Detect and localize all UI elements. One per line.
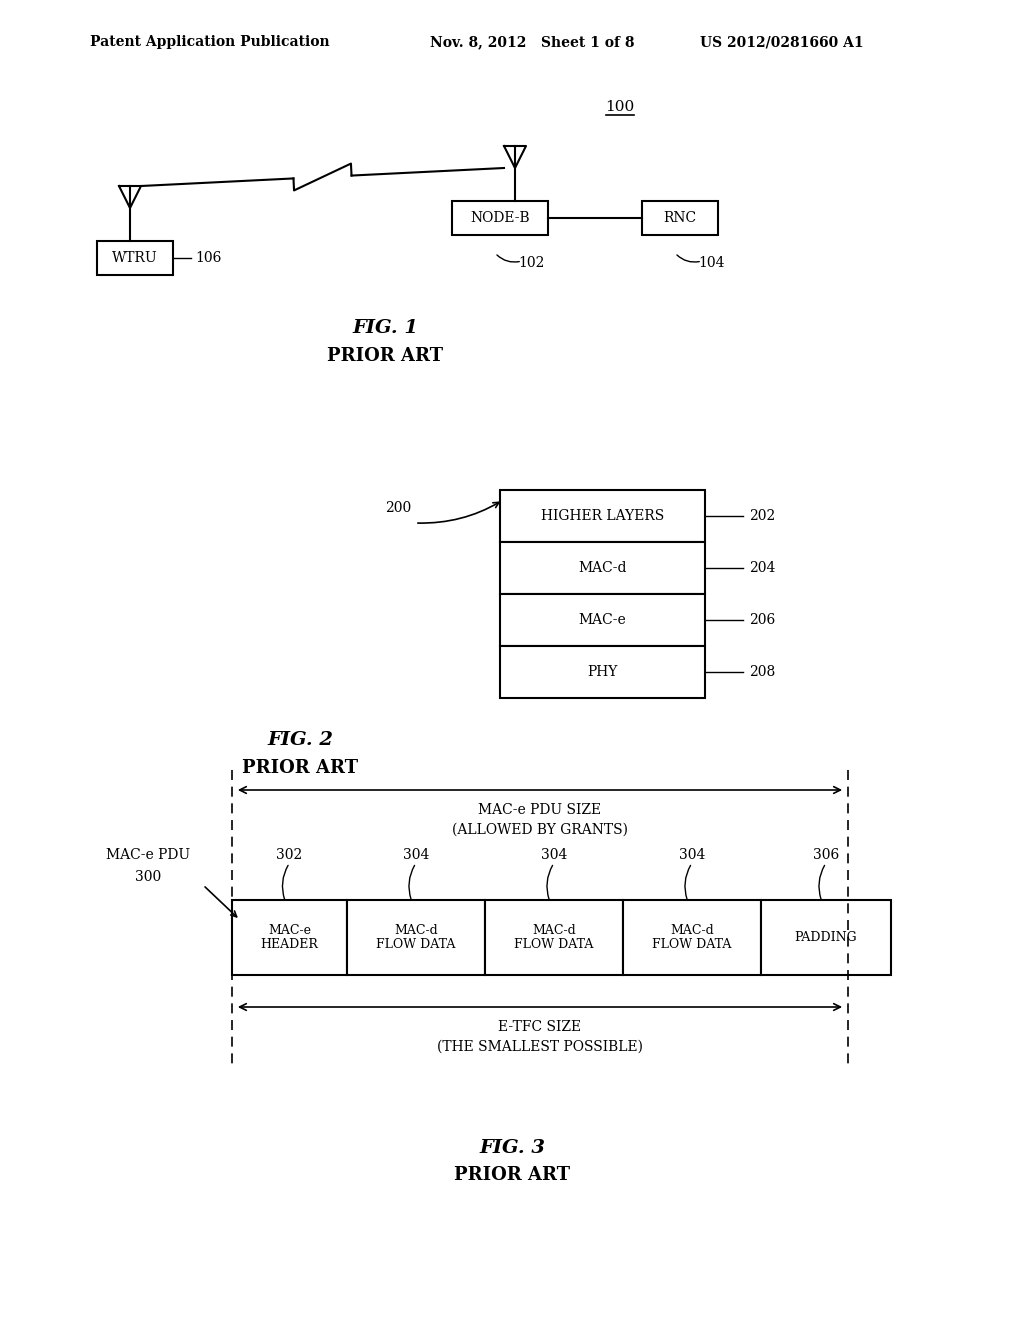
Bar — [232, 900, 347, 975]
Bar — [761, 900, 891, 975]
Text: MAC-e: MAC-e — [579, 612, 627, 627]
Text: WTRU: WTRU — [113, 251, 158, 265]
Bar — [485, 900, 623, 975]
Text: 200: 200 — [385, 502, 412, 515]
Text: MAC-d: MAC-d — [579, 561, 627, 576]
Text: MAC-d
FLOW DATA: MAC-d FLOW DATA — [376, 924, 456, 952]
Text: Nov. 8, 2012   Sheet 1 of 8: Nov. 8, 2012 Sheet 1 of 8 — [430, 36, 635, 49]
Text: MAC-d
FLOW DATA: MAC-d FLOW DATA — [652, 924, 732, 952]
Text: 100: 100 — [605, 100, 635, 114]
Text: PHY: PHY — [588, 665, 617, 678]
Bar — [623, 900, 761, 975]
Text: MAC-e
HEADER: MAC-e HEADER — [260, 924, 318, 952]
Text: 304: 304 — [541, 847, 567, 862]
Text: RNC: RNC — [664, 211, 696, 224]
Text: 302: 302 — [276, 847, 303, 862]
Text: NODE-B: NODE-B — [470, 211, 529, 224]
Bar — [642, 201, 718, 235]
Text: (THE SMALLEST POSSIBLE): (THE SMALLEST POSSIBLE) — [437, 1040, 643, 1053]
Text: 204: 204 — [749, 561, 775, 576]
Bar — [347, 900, 485, 975]
Text: PRIOR ART: PRIOR ART — [327, 347, 443, 366]
Bar — [500, 645, 705, 698]
Bar — [500, 543, 705, 594]
Text: MAC-d
FLOW DATA: MAC-d FLOW DATA — [514, 924, 594, 952]
Text: FIG. 3: FIG. 3 — [479, 1139, 545, 1158]
Text: MAC-e PDU: MAC-e PDU — [105, 847, 190, 862]
Text: US 2012/0281660 A1: US 2012/0281660 A1 — [700, 36, 863, 49]
Text: 106: 106 — [195, 251, 221, 265]
Text: 304: 304 — [402, 847, 429, 862]
Text: PRIOR ART: PRIOR ART — [454, 1166, 570, 1184]
Text: HIGHER LAYERS: HIGHER LAYERS — [541, 510, 665, 523]
Text: 102: 102 — [518, 256, 545, 271]
Text: 304: 304 — [679, 847, 706, 862]
Text: FIG. 1: FIG. 1 — [352, 319, 418, 337]
Text: 300: 300 — [135, 870, 161, 884]
Text: 306: 306 — [813, 847, 839, 862]
Text: 202: 202 — [749, 510, 775, 523]
Text: PRIOR ART: PRIOR ART — [242, 759, 358, 777]
Bar — [97, 242, 173, 275]
Text: E-TFC SIZE: E-TFC SIZE — [499, 1020, 582, 1034]
Bar — [500, 490, 705, 543]
Bar — [500, 594, 705, 645]
Text: Patent Application Publication: Patent Application Publication — [90, 36, 330, 49]
Text: 208: 208 — [749, 665, 775, 678]
Bar — [452, 201, 548, 235]
Text: PADDING: PADDING — [795, 931, 857, 944]
Text: 104: 104 — [698, 256, 725, 271]
Text: 206: 206 — [749, 612, 775, 627]
Text: (ALLOWED BY GRANTS): (ALLOWED BY GRANTS) — [452, 822, 628, 837]
Text: FIG. 2: FIG. 2 — [267, 731, 333, 748]
Text: MAC-e PDU SIZE: MAC-e PDU SIZE — [478, 803, 601, 817]
